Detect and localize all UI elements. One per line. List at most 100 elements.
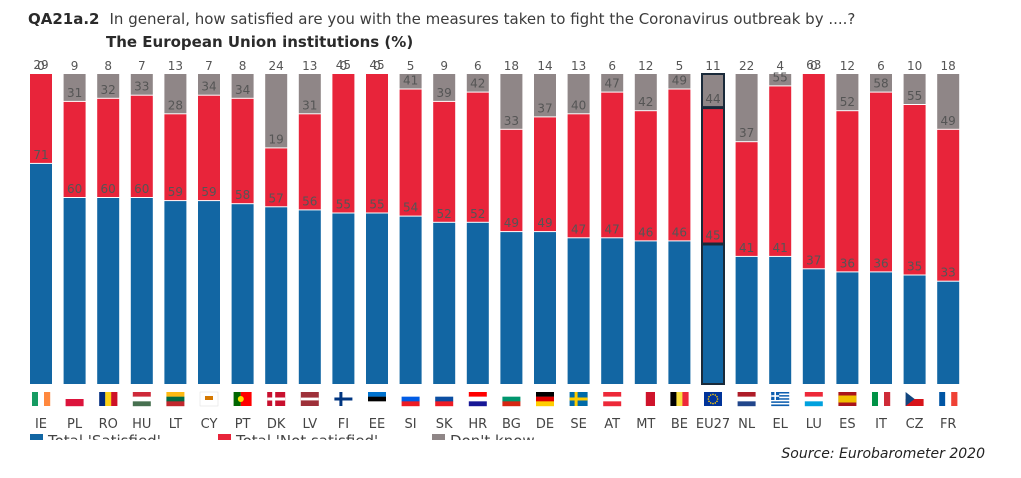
bar-dont-know-MT: [634, 74, 657, 111]
flag-nl-icon: [737, 392, 756, 407]
bar-satisfied-LU: [802, 269, 825, 384]
bar-satisfied-LT: [164, 201, 187, 384]
label-satisfied-RO: 60: [101, 182, 116, 196]
flag-cross: [569, 397, 588, 401]
bar-satisfied-CY: [198, 201, 220, 384]
bar-not-satisfied-EU27: [702, 108, 724, 244]
flag-stripe: [368, 401, 386, 407]
label-dont-know-BE: 5: [676, 59, 684, 73]
category-label-SI: SI: [405, 417, 417, 432]
label-satisfied-EE: 55: [369, 198, 384, 212]
flag-stripe: [771, 393, 790, 396]
flag-stripe: [670, 392, 677, 406]
flag-stripe: [771, 399, 790, 402]
label-not-satisfied-SE: 40: [571, 98, 586, 112]
flag-stripe: [132, 392, 151, 397]
bar-dont-know-BE: [668, 74, 691, 89]
flag-emblem: [237, 396, 244, 402]
label-dont-know-DK: 24: [269, 59, 284, 73]
bar-not-satisfied-SI: [399, 89, 422, 216]
question-text: In general, how satisfied are you with t…: [109, 10, 856, 28]
flag-stripe: [240, 392, 252, 406]
flag-stripe: [771, 402, 790, 405]
bar-not-satisfied-LV: [298, 114, 321, 210]
flag-stripe: [945, 392, 952, 406]
label-satisfied-MT: 46: [638, 225, 653, 239]
bar-dont-know-AT: [601, 74, 624, 92]
label-dont-know-EL: 4: [776, 59, 784, 73]
flag-ro-icon: [99, 392, 118, 406]
category-label-CZ: CZ: [906, 417, 924, 432]
label-dont-know-SE: 13: [571, 59, 586, 73]
flag-stripe: [636, 392, 646, 406]
flag-star: [709, 394, 712, 396]
category-label-EU27: EU27: [696, 417, 730, 432]
label-dont-know-LU: 0: [810, 59, 818, 73]
label-not-satisfied-SI: 41: [403, 74, 418, 88]
category-label-FR: FR: [940, 417, 957, 432]
label-dont-know-PT: 8: [239, 59, 247, 73]
flag-it-icon: [872, 392, 891, 406]
label-satisfied-HR: 52: [470, 207, 485, 221]
category-label-BG: BG: [502, 417, 521, 432]
label-satisfied-PT: 58: [235, 188, 250, 202]
category-label-PL: PL: [67, 417, 83, 432]
bar-satisfied-DK: [265, 207, 288, 384]
bar-satisfied-ES: [836, 272, 859, 384]
question-header: QA21a.2 In general, how satisfied are you…: [28, 10, 855, 28]
bar-dont-know-IT: [870, 74, 892, 92]
label-satisfied-DK: 57: [269, 191, 284, 205]
flag-stripe: [603, 396, 622, 402]
label-not-satisfied-ES: 52: [840, 95, 855, 109]
flag-stripe: [111, 392, 118, 406]
bar-not-satisfied-NL: [735, 142, 758, 256]
flag-field: [704, 392, 722, 406]
category-label-LU: LU: [806, 417, 822, 432]
bar-dont-know-SI: [399, 74, 422, 89]
flag-stripe: [401, 392, 420, 397]
label-satisfied-HU: 60: [134, 182, 149, 196]
label-not-satisfied-CZ: 55: [907, 89, 922, 103]
bar-dont-know-EU27: [702, 74, 724, 108]
flag-stripe: [502, 396, 521, 402]
flag-stripe: [771, 392, 790, 394]
category-label-BE: BE: [671, 417, 688, 432]
flag-star: [716, 400, 718, 403]
flag-stripe: [676, 392, 683, 406]
flag-stripe: [502, 401, 521, 407]
flag-stripe: [166, 396, 185, 402]
bar-satisfied-NL: [735, 256, 758, 384]
flag-stripe: [132, 401, 151, 407]
bar-dont-know-SK: [433, 74, 456, 101]
flag-stripe: [645, 392, 655, 406]
flag-de-icon: [536, 392, 554, 407]
category-label-LT: LT: [169, 417, 182, 432]
bar-not-satisfied-PT: [231, 98, 254, 204]
label-satisfied-DE: 49: [537, 216, 552, 230]
category-label-AT: AT: [604, 417, 620, 432]
flag-stripe: [233, 392, 241, 406]
label-not-satisfied-BE: 49: [672, 74, 687, 88]
category-label-LV: LV: [302, 417, 317, 432]
label-not-satisfied-DK: 19: [269, 132, 284, 146]
label-satisfied-ES: 36: [840, 256, 855, 270]
bar-satisfied-SE: [567, 238, 590, 384]
category-label-SE: SE: [570, 417, 586, 432]
bar-satisfied-BE: [668, 241, 691, 384]
bar-dont-know-DE: [534, 74, 556, 117]
label-satisfied-BE: 46: [672, 225, 687, 239]
flag-stripe: [771, 395, 790, 397]
bar-satisfied-PT: [231, 204, 254, 384]
flag-dk-icon: [267, 392, 286, 406]
flag-stripe: [737, 392, 756, 397]
label-not-satisfied-SK: 39: [437, 86, 452, 100]
label-not-satisfied-PL: 31: [67, 86, 82, 100]
label-dont-know-LV: 13: [302, 59, 317, 73]
bar-not-satisfied-HU: [130, 95, 153, 197]
label-not-satisfied-IE: 29: [33, 58, 48, 72]
label-dont-know-MT: 12: [638, 59, 653, 73]
flag-fr-icon: [939, 392, 958, 406]
bar-satisfied-CZ: [903, 275, 926, 384]
label-satisfied-CZ: 35: [907, 260, 922, 274]
flag-stripe: [65, 399, 84, 407]
